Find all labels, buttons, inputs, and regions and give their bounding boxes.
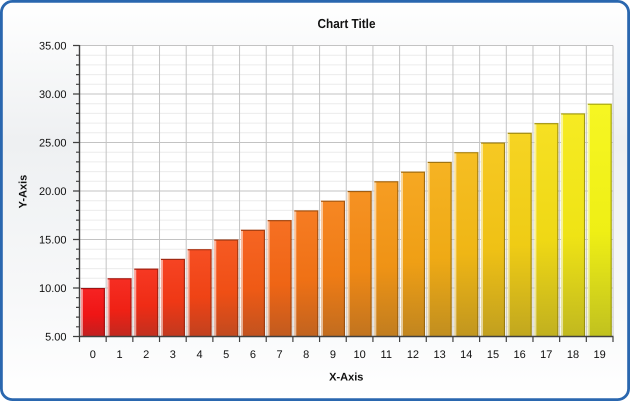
- svg-text:1: 1: [116, 349, 122, 361]
- svg-text:9: 9: [330, 349, 336, 361]
- svg-text:14: 14: [460, 349, 472, 361]
- svg-text:0: 0: [90, 349, 96, 361]
- svg-text:10.00: 10.00: [39, 283, 67, 295]
- svg-text:15: 15: [487, 349, 499, 361]
- svg-text:16: 16: [514, 349, 526, 361]
- svg-text:15.00: 15.00: [39, 235, 67, 247]
- svg-text:13: 13: [433, 349, 445, 361]
- svg-text:6: 6: [250, 349, 256, 361]
- svg-text:2: 2: [143, 349, 149, 361]
- svg-text:3: 3: [170, 349, 176, 361]
- svg-text:X-Axis: X-Axis: [329, 372, 363, 384]
- svg-text:8: 8: [303, 349, 309, 361]
- svg-text:18: 18: [567, 349, 579, 361]
- svg-text:11: 11: [381, 349, 392, 361]
- svg-text:7: 7: [276, 349, 282, 361]
- svg-text:35.00: 35.00: [39, 41, 67, 53]
- svg-text:Y-Axis: Y-Axis: [18, 175, 30, 209]
- svg-text:10: 10: [353, 349, 365, 361]
- svg-text:30.00: 30.00: [39, 89, 67, 101]
- svg-text:5: 5: [223, 349, 229, 361]
- svg-text:25.00: 25.00: [39, 138, 67, 150]
- svg-text:17: 17: [540, 349, 552, 361]
- svg-text:20.00: 20.00: [39, 186, 67, 198]
- svg-text:Chart Title: Chart Title: [318, 16, 376, 31]
- svg-text:19: 19: [594, 349, 606, 361]
- svg-text:4: 4: [196, 349, 202, 361]
- svg-text:5.00: 5.00: [45, 332, 66, 344]
- svg-text:12: 12: [407, 349, 419, 361]
